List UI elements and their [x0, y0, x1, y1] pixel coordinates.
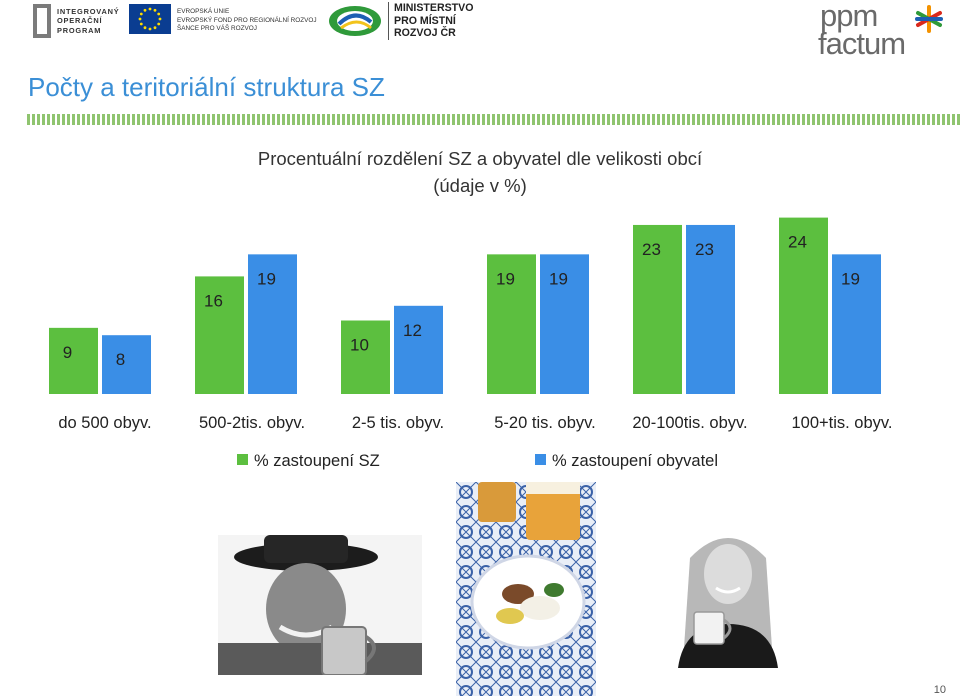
legend-swatch-obyvatel — [535, 454, 546, 465]
chart-title-line-1: Procentuální rozdělení SZ a obyvatel dle… — [257, 148, 703, 169]
bar-obyvatel-2 — [248, 254, 297, 394]
bar-obyvatel-1 — [102, 335, 151, 394]
legend-swatch-sz — [237, 454, 248, 465]
title-divider — [27, 114, 960, 125]
bar-sz-5 — [633, 224, 682, 394]
chart-title-line-2: (údaje v %) — [433, 175, 527, 196]
plate-and-beer-photo — [456, 482, 596, 696]
data-label-sz-2: 16 — [204, 291, 223, 310]
bar-obyvatel-4 — [540, 254, 589, 394]
data-label-sz-6: 24 — [788, 233, 807, 252]
category-label-3: 2-5 tis. obyv. — [352, 414, 444, 432]
category-label-5: 20-100tis. obyv. — [632, 414, 747, 432]
woman-with-cup-photo — [668, 528, 788, 668]
page-number: 10 — [933, 684, 946, 696]
legend-label-obyvatel: % zastoupení obyvatel — [552, 452, 719, 470]
brand-line-2: factum — [818, 26, 906, 61]
header-logos: INTEGROVANÝ OPERAČNÍ PROGRAM EVROPSKÁ UN… — [0, 0, 800, 44]
eu-flag-icon — [129, 4, 171, 34]
integrated-operational-program-logo: INTEGROVANÝ OPERAČNÍ PROGRAM — [33, 4, 120, 38]
bar-obyvatel-5 — [686, 224, 735, 394]
bar-sz-3 — [341, 320, 390, 394]
bar-chart: 9 8 do 500 obyv. 16 19 500-2tis. obyv. 10 12 2-5… — [49, 217, 893, 432]
bar-obyvatel-6 — [832, 254, 881, 394]
program-logo-mark — [33, 4, 51, 38]
category-label-2: 500-2tis. obyv. — [199, 414, 305, 432]
data-label-obyvatel-4: 19 — [549, 269, 568, 288]
category-label-1: do 500 obyv. — [58, 414, 151, 432]
bar-obyvatel-3 — [394, 305, 443, 394]
ministry-text: MINISTERSTVO PRO MÍSTNÍ ROZVOJ ČR — [394, 2, 474, 40]
category-label-4: 5-20 tis. obyv. — [494, 414, 596, 432]
data-label-obyvatel-3: 12 — [403, 321, 422, 340]
brand-star-icon — [915, 5, 943, 33]
bar-sz-4 — [487, 254, 536, 394]
data-label-obyvatel-5: 23 — [695, 240, 714, 259]
ministry-emblem-icon — [327, 4, 383, 38]
data-label-sz-1: 9 — [63, 343, 72, 362]
data-label-obyvatel-2: 19 — [257, 269, 276, 288]
brand-line-1: ppm — [820, 0, 878, 33]
data-label-obyvatel-1: 8 — [116, 350, 125, 369]
ppm-factum-logo: ppm factum — [818, 0, 948, 66]
category-label-6: 100+tis. obyv. — [791, 414, 892, 432]
legend-item-obyvatel: % zastoupení obyvatel — [535, 452, 718, 471]
legend-label-sz: % zastoupení SZ — [254, 452, 380, 470]
legend-item-sz: % zastoupení SZ — [237, 452, 380, 471]
data-label-obyvatel-6: 19 — [841, 269, 860, 288]
program-logo-text: INTEGROVANÝ OPERAČNÍ PROGRAM — [57, 7, 120, 35]
slide-title: Počty a teritoriální struktura SZ — [28, 72, 385, 102]
eu-fund-text: EVROPSKÁ UNIE EVROPSKÝ FOND PRO REGIONÁL… — [177, 8, 317, 33]
data-label-sz-4: 19 — [496, 269, 515, 288]
data-label-sz-3: 10 — [350, 336, 369, 355]
bar-sz-6 — [779, 217, 828, 394]
bar-sz-2 — [195, 276, 244, 394]
ministry-divider — [388, 2, 389, 40]
data-label-sz-5: 23 — [642, 240, 661, 259]
man-with-beer-photo — [218, 535, 422, 675]
bar-sz-1 — [49, 327, 98, 394]
chart-title: Procentuální rozdělení SZ a obyvatel dle… — [190, 145, 770, 199]
